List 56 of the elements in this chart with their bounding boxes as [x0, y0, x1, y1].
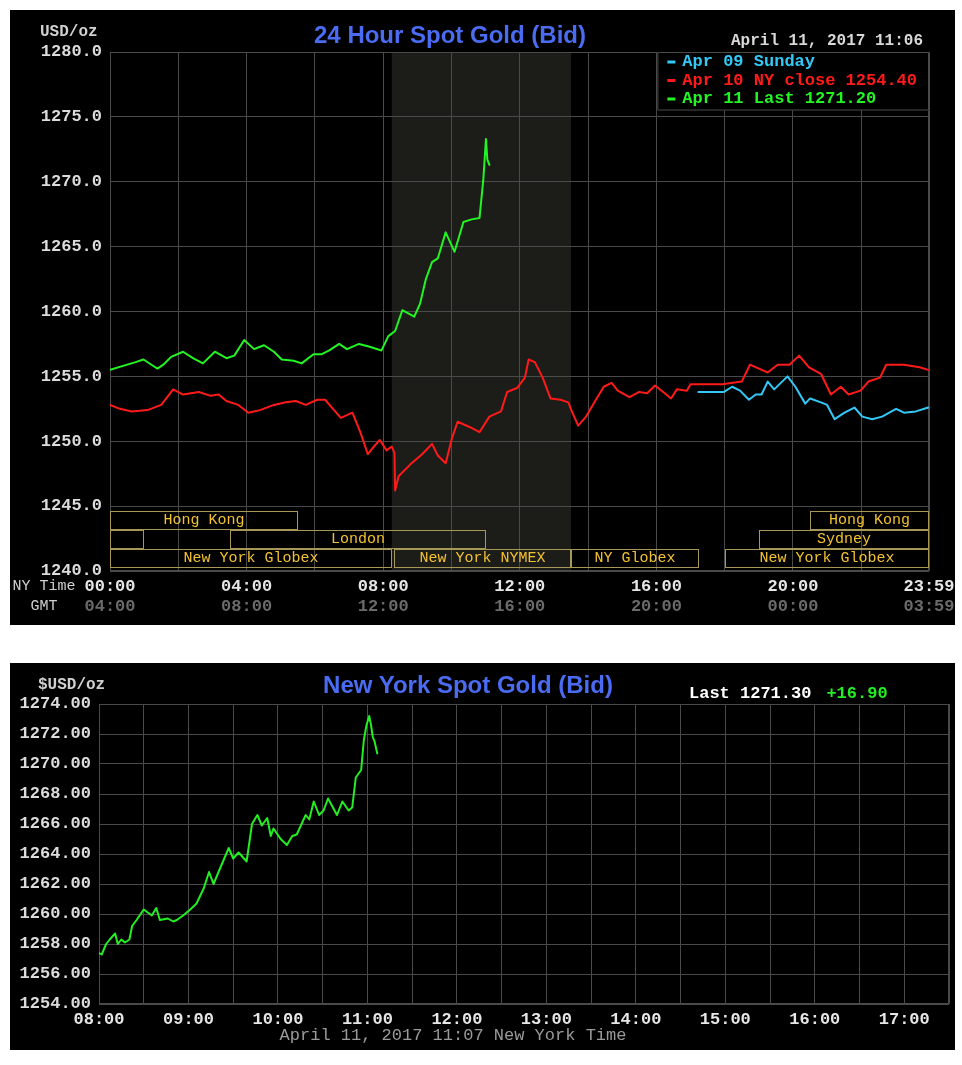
x-tick-label: 16:00	[789, 1010, 841, 1030]
annotation: New York NYMEX	[419, 549, 546, 567]
annotation: Hong Kong	[828, 511, 910, 529]
x-tick-label: 09:00	[162, 1010, 214, 1030]
text: +16.90	[826, 684, 888, 704]
annotation: Hong Kong	[163, 511, 245, 529]
legend-label: Apr 10 NY close 1254.40	[682, 70, 917, 90]
y-tick-label: 1270.00	[19, 754, 91, 774]
y-tick-label: 1270.0	[40, 172, 102, 192]
y-tick-label: 1250.0	[40, 431, 102, 451]
x-tick-label: 08:00	[357, 577, 409, 597]
x-tick-label: 17:00	[878, 1010, 930, 1030]
y-tick-label: 1280.0	[40, 42, 102, 62]
x-tick-label: 04:00	[221, 577, 273, 597]
annotation: New York Globex	[183, 549, 319, 567]
y-tick-label: 1262.00	[19, 874, 91, 894]
y-tick-label: 1264.00	[19, 844, 91, 864]
y-tick-label: 1256.00	[19, 964, 91, 984]
y-axis-title: $USD/oz	[38, 676, 106, 695]
x2-tick-label: 08:00	[221, 597, 273, 617]
x2-tick-label: 03:59	[903, 597, 955, 617]
annotation: NY Globex	[594, 549, 676, 567]
x2-tick-label: 00:00	[767, 597, 819, 617]
x-axis-title: NY Time	[12, 577, 76, 595]
y-tick-label: 1272.00	[19, 724, 91, 744]
y-tick-label: 1265.0	[40, 236, 102, 256]
y-axis-title: USD/oz	[40, 23, 98, 42]
y-tick-label: 1255.0	[40, 366, 102, 386]
chart-title: 24 Hour Spot Gold (Bid)	[314, 20, 586, 48]
y-tick-label: 1275.0	[40, 107, 102, 127]
y-tick-label: 1245.0	[40, 496, 102, 516]
legend-label: Apr 09 Sunday	[682, 52, 815, 72]
text: Last 1271.30	[689, 684, 812, 704]
y-tick-label: 1260.00	[19, 904, 91, 924]
legend-label: Apr 11 Last 1271.20	[682, 89, 877, 109]
x-tick-label: 12:00	[494, 577, 546, 597]
y-tick-label: 1274.00	[19, 694, 91, 714]
chart-title: New York Spot Gold (Bid)	[323, 670, 613, 698]
text: April 11, 2017 11:06	[730, 32, 923, 51]
x-tick-label: 20:00	[767, 577, 819, 597]
x-tick-label: 00:00	[84, 577, 136, 597]
y-tick-label: 1266.00	[19, 814, 91, 834]
x2-tick-label: 20:00	[630, 597, 682, 617]
x2-axis-title: GMT	[30, 597, 58, 615]
annotation: Sydney	[816, 530, 871, 548]
y-tick-label: 1260.0	[40, 301, 102, 321]
annotation: New York Globex	[759, 549, 895, 567]
x-tick-label: 23:59	[903, 577, 955, 597]
x2-tick-label: 16:00	[494, 597, 546, 617]
x-tick-label: 16:00	[630, 577, 682, 597]
y-tick-label: 1268.00	[19, 784, 91, 804]
annotation: London	[330, 530, 385, 548]
x2-tick-label: 04:00	[84, 597, 136, 617]
x2-tick-label: 12:00	[357, 597, 409, 617]
y-tick-label: 1258.00	[19, 934, 91, 954]
x-tick-label: 15:00	[699, 1010, 751, 1030]
